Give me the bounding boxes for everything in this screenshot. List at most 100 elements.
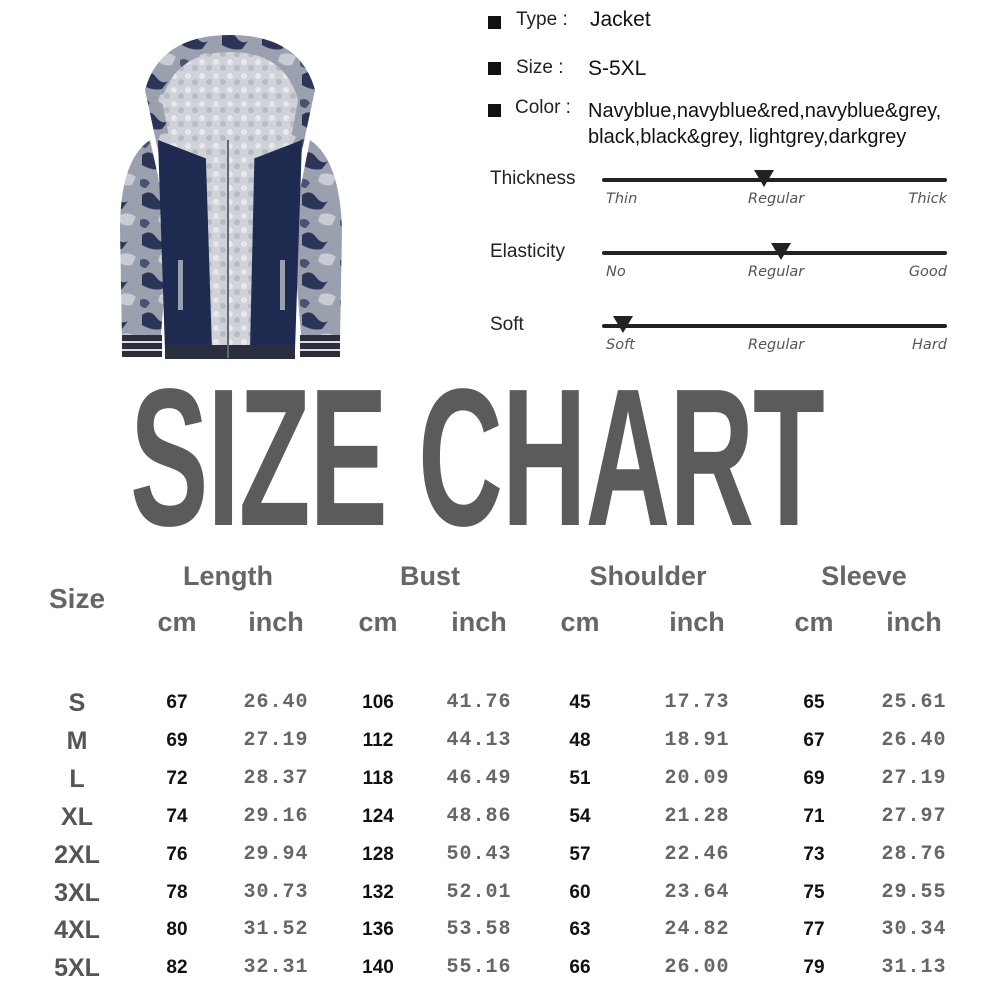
size-cell: S: [68, 689, 86, 717]
scale-low-label: Thin: [606, 191, 638, 207]
inch-cell: 22.46: [664, 842, 730, 866]
inch-cell: 17.73: [664, 691, 730, 714]
size-cell: 3XL: [54, 878, 100, 907]
jacket-product-image: [120, 35, 342, 359]
scale-low-label: Soft: [606, 337, 635, 353]
cm-cell: 48: [569, 729, 591, 751]
column-group-header: Bust: [400, 561, 460, 591]
color-value-line1: Navyblue,navyblue&red,navyblue&grey,: [588, 100, 942, 122]
cm-cell: 67: [166, 692, 188, 713]
cm-cell: 82: [166, 957, 188, 979]
size-chart-title: SIZE CHART: [130, 348, 825, 567]
cm-cell: 74: [166, 805, 188, 827]
inch-cell: 52.01: [446, 880, 512, 904]
unit-header: inch: [451, 607, 507, 637]
cm-cell: 69: [166, 729, 188, 751]
inch-cell: 27.19: [243, 728, 309, 752]
scale-mid-label: Regular: [748, 337, 805, 353]
unit-header: cm: [157, 607, 197, 637]
inch-cell: 21.28: [664, 804, 730, 828]
scale-marker-icon: [612, 316, 633, 333]
inch-cell: 46.49: [446, 766, 512, 790]
attribute-label: Soft: [490, 314, 524, 335]
inch-cell: 29.94: [243, 842, 309, 866]
cm-cell: 76: [166, 843, 188, 865]
size-cell: XL: [61, 802, 93, 831]
cm-cell: 112: [362, 729, 394, 751]
inch-cell: 26.40: [881, 728, 947, 752]
cm-cell: 51: [569, 767, 591, 789]
cm-cell: 80: [166, 919, 188, 941]
inch-cell: 30.34: [881, 918, 947, 942]
color-label: Color :: [515, 97, 571, 118]
color-value-line2: black,black&grey, lightgrey,darkgrey: [588, 126, 907, 148]
scale-track: [602, 324, 947, 328]
inch-cell: 31.52: [243, 918, 309, 942]
cm-cell: 67: [803, 729, 825, 751]
column-group-header: Sleeve: [821, 561, 907, 591]
cm-cell: 63: [569, 919, 591, 941]
inch-cell: 23.64: [664, 880, 730, 904]
column-group-header: Shoulder: [589, 561, 707, 591]
cm-cell: 69: [803, 767, 825, 789]
size-cell: 5XL: [54, 954, 100, 983]
scale-marker-icon: [754, 170, 775, 187]
scale-marker-icon: [771, 243, 792, 260]
unit-header: cm: [560, 607, 600, 637]
inch-cell: 29.55: [881, 880, 947, 904]
cm-cell: 60: [569, 881, 591, 903]
cm-cell: 136: [362, 919, 394, 941]
cm-cell: 71: [803, 805, 825, 827]
inch-cell: 24.82: [664, 918, 730, 942]
inch-cell: 28.37: [243, 766, 309, 790]
inch-cell: 30.73: [243, 880, 309, 904]
size-cell: M: [66, 726, 88, 755]
cm-cell: 118: [362, 767, 394, 789]
size-cell: 2XL: [54, 840, 100, 869]
inch-cell: 27.97: [881, 804, 947, 828]
cm-cell: 106: [362, 692, 394, 713]
size-value: S-5XL: [588, 57, 647, 80]
unit-header: inch: [886, 607, 942, 637]
size-header: Size: [48, 583, 106, 614]
inch-cell: 41.76: [446, 691, 512, 714]
scale-low-label: No: [606, 264, 626, 280]
cm-cell: 77: [803, 919, 825, 941]
cm-cell: 75: [803, 881, 825, 903]
size-cell: 4XL: [54, 916, 100, 945]
cm-cell: 65: [803, 692, 825, 713]
inch-cell: 55.16: [446, 956, 512, 980]
attribute-label: Elasticity: [490, 241, 565, 262]
type-label: Type :: [516, 9, 568, 30]
inch-cell: 32.31: [243, 956, 309, 980]
inch-cell: 53.58: [446, 918, 512, 942]
cm-cell: 54: [569, 805, 591, 827]
size-cell: L: [69, 764, 85, 793]
scale-high-label: Thick: [908, 191, 947, 207]
unit-header: cm: [358, 607, 398, 637]
scale-high-label: Good: [908, 264, 947, 280]
attribute-label: Thickness: [490, 168, 576, 189]
inch-cell: 29.16: [243, 804, 309, 828]
inch-cell: 25.61: [881, 691, 947, 714]
type-value: Jacket: [590, 8, 651, 31]
scale-high-label: Hard: [912, 337, 947, 353]
cm-cell: 45: [569, 692, 591, 713]
inch-cell: 48.86: [446, 804, 512, 828]
bullet-icon: [488, 62, 501, 75]
cm-cell: 128: [362, 843, 394, 865]
cm-cell: 79: [803, 957, 825, 979]
column-group-header: Length: [183, 561, 273, 591]
cm-cell: 66: [569, 957, 591, 979]
inch-cell: 18.91: [664, 728, 730, 752]
cm-cell: 140: [362, 957, 394, 979]
scale-mid-label: Regular: [748, 191, 805, 207]
inch-cell: 20.09: [664, 766, 730, 790]
cm-cell: 124: [362, 805, 394, 827]
scale-track: [602, 178, 947, 182]
unit-header: cm: [794, 607, 834, 637]
unit-header: inch: [248, 607, 304, 637]
inch-cell: 31.13: [881, 956, 947, 980]
inch-cell: 28.76: [881, 842, 947, 866]
cm-cell: 57: [569, 843, 591, 865]
